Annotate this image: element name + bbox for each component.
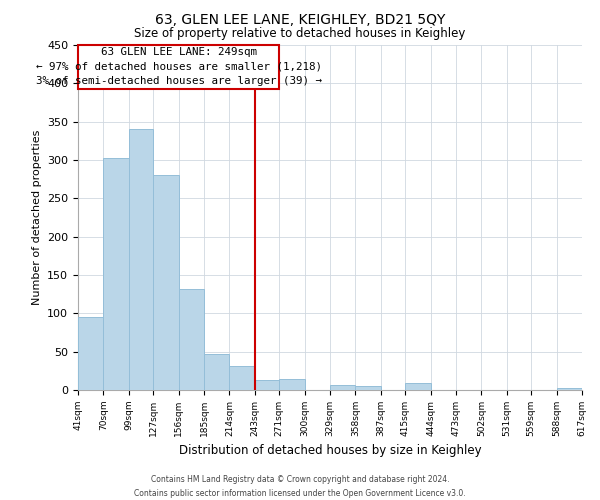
Bar (557, 388, 582, 390)
Bar (255, 380, 279, 390)
Bar (103, 158, 129, 390)
Text: 63 GLEN LEE LANE: 249sqm
← 97% of detached houses are smaller (1,218)
3% of semi: 63 GLEN LEE LANE: 249sqm ← 97% of detach… (35, 48, 322, 86)
Bar (78, 45, 279, 88)
Bar (355, 386, 381, 390)
Bar (330, 384, 355, 390)
X-axis label: Distribution of detached houses by size in Keighley: Distribution of detached houses by size … (179, 444, 481, 458)
Text: Contains HM Land Registry data © Crown copyright and database right 2024.
Contai: Contains HM Land Registry data © Crown c… (134, 476, 466, 498)
Y-axis label: Number of detached properties: Number of detached properties (32, 130, 41, 305)
Bar (279, 378, 305, 390)
Bar (153, 176, 179, 390)
Bar (78, 317, 103, 390)
Bar (204, 354, 229, 390)
Bar (229, 366, 255, 390)
Text: Size of property relative to detached houses in Keighley: Size of property relative to detached ho… (134, 28, 466, 40)
Bar (129, 130, 153, 390)
Bar (405, 383, 431, 390)
Text: 63, GLEN LEE LANE, KEIGHLEY, BD21 5QY: 63, GLEN LEE LANE, KEIGHLEY, BD21 5QY (155, 12, 445, 26)
Bar (179, 289, 204, 390)
